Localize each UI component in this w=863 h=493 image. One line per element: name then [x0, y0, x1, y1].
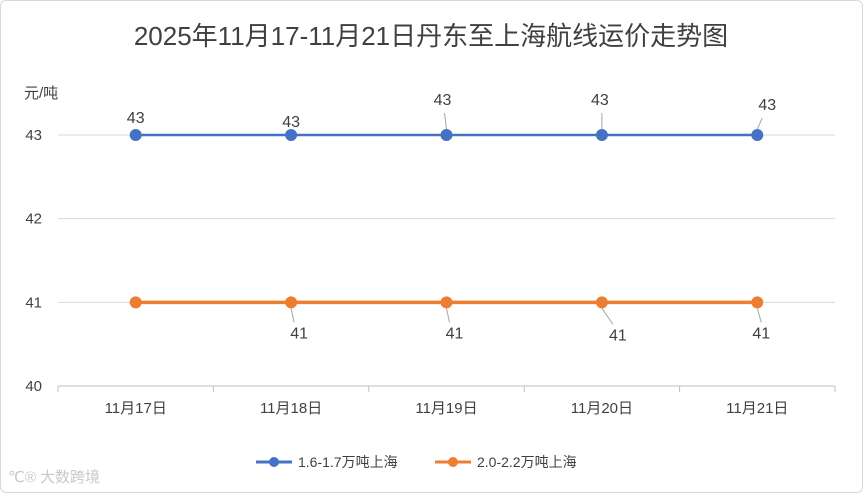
series-1: 43 43 43 43 43 — [127, 92, 776, 141]
label-leader-line — [290, 308, 295, 323]
y-tick-label: 41 — [25, 294, 42, 311]
gridlines — [58, 134, 835, 387]
x-tick-label: 11月20日 — [571, 400, 633, 417]
series-layer: 43 43 43 43 43 41 41 41 41 — [127, 92, 776, 344]
label-leader-line — [756, 308, 762, 323]
data-label: 43 — [127, 110, 145, 127]
data-point[interactable] — [751, 129, 764, 141]
y-axis-ticks: 40 41 42 43 — [25, 127, 42, 395]
legend: 1.6-1.7万吨上海 2.0-2.2万吨上海 — [256, 454, 577, 470]
y-tick-label: 43 — [25, 127, 42, 144]
data-point[interactable] — [129, 296, 142, 309]
y-tick-label: 40 — [25, 378, 42, 395]
data-point[interactable] — [595, 296, 608, 309]
label-leader-line — [444, 112, 447, 130]
watermark: ℃® 大数跨境 — [8, 468, 100, 486]
data-label: 41 — [446, 325, 464, 342]
watermark-text: 大数跨境 — [40, 468, 100, 486]
label-leader-line — [446, 308, 450, 323]
data-label: 41 — [609, 327, 627, 344]
data-label: 41 — [290, 325, 308, 342]
watermark-logo-icon: ℃® — [8, 469, 36, 486]
chart-title: 2025年11月17-11月21日丹东至上海航线运价走势图 — [134, 21, 728, 51]
x-axis: 11月17日 11月18日 11月19日 11月20日 11月21日 — [57, 386, 836, 417]
data-label: 43 — [282, 114, 300, 131]
x-tick-label: 11月19日 — [415, 400, 477, 417]
legend-marker — [269, 457, 279, 467]
legend-label[interactable]: 1.6-1.7万吨上海 — [298, 454, 398, 470]
data-point[interactable] — [129, 129, 142, 141]
data-point[interactable] — [440, 129, 453, 141]
legend-marker — [448, 457, 458, 467]
label-leader-line — [601, 308, 614, 325]
data-label: 43 — [758, 97, 776, 114]
x-tick-label: 11月17日 — [105, 400, 167, 417]
label-leader-line — [756, 117, 763, 130]
data-point[interactable] — [595, 129, 608, 141]
series-2: 41 41 41 41 — [129, 296, 770, 344]
data-point[interactable] — [285, 296, 298, 309]
data-label: 41 — [752, 325, 770, 342]
data-point[interactable] — [285, 129, 298, 141]
y-tick-label: 42 — [25, 211, 42, 228]
data-point[interactable] — [751, 296, 764, 309]
data-label: 43 — [434, 92, 452, 109]
y-axis-unit-label: 元/吨 — [24, 85, 58, 102]
data-label: 43 — [591, 92, 609, 109]
legend-label[interactable]: 2.0-2.2万吨上海 — [477, 454, 577, 470]
data-point[interactable] — [440, 296, 453, 309]
x-tick-label: 11月21日 — [726, 400, 788, 417]
x-tick-label: 11月18日 — [260, 400, 322, 417]
